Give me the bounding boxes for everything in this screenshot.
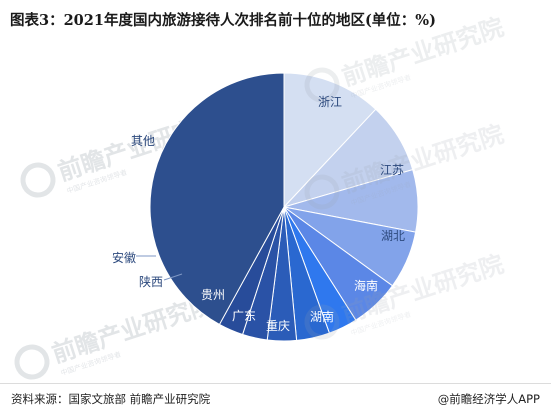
chart-title: 图表3：2021年度国内旅游接待人次排名前十位的地区(单位：%) [10, 12, 436, 29]
watermark-brand: 前瞻产业研究院 [339, 13, 507, 92]
slice-label-5: 重庆 [266, 319, 290, 333]
slice-label-3: 海南 [354, 278, 378, 293]
slice-label-1: 江苏 [380, 163, 404, 177]
slice-label-8: 陕西 [139, 274, 163, 289]
footer: 资料来源：国家文旅部 前瞻产业研究院 @前瞻经济学人APP [0, 383, 551, 418]
watermark-logo-icon [304, 67, 340, 103]
slice-label-9: 安徽 [112, 250, 136, 265]
slice-label-4: 湖南 [310, 309, 334, 324]
footer-brand: @前瞻经济学人APP [437, 392, 540, 406]
pie-slice-0 [283, 72, 377, 209]
watermark-logo-icon [14, 344, 50, 380]
slice-label-0: 浙江 [318, 95, 342, 109]
slice-label-7: 贵州 [201, 288, 225, 302]
pie-slice-10 [149, 72, 285, 326]
slice-label-6: 广东 [232, 309, 256, 323]
watermark-logo-icon [20, 162, 56, 198]
leader-line-8 [163, 273, 183, 281]
slice-label-2: 湖北 [381, 228, 405, 243]
slice-label-10: 其他 [131, 134, 155, 148]
watermark-logo-icon [304, 174, 340, 210]
pie-slices [149, 72, 419, 342]
watermark-logo-icon [304, 304, 340, 340]
footer-source: 资料来源：国家文旅部 前瞻产业研究院 [11, 392, 211, 406]
